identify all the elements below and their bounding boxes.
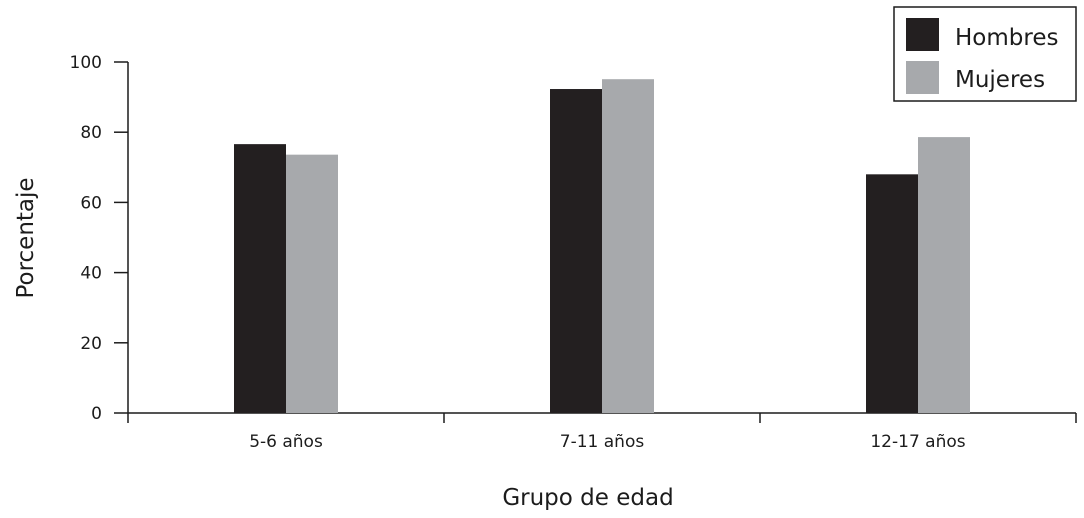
x-ticks-group: 5-6 años 7-11 años 12-17 años [127,413,1077,452]
legend-label-hombres: Hombres [955,25,1058,51]
bar-mujeres-5-6-a-os [286,154,338,413]
legend-label-mujeres: Mujeres [955,67,1045,93]
y-ticks-group: 0 20 40 60 80 100 [70,53,128,424]
legend-swatch-hombres [906,18,939,51]
y-tick-label: 20 [80,334,102,354]
y-tick-label: 60 [80,193,102,213]
bar-mujeres-12-17-a-os [918,137,970,413]
y-tick-label: 0 [91,404,102,424]
bar-hombres-5-6-a-os [234,144,286,413]
y-axis-title: Porcentaje [13,177,39,298]
x-axis-title: Grupo de edad [502,485,673,511]
y-tick-label: 80 [80,123,102,143]
x-tick-label: 5-6 años [249,432,323,452]
bar-mujeres-7-11-a-os [602,79,654,413]
y-tick-label: 40 [80,264,102,284]
legend: Hombres Mujeres [893,6,1077,102]
bar-hombres-7-11-a-os [550,89,602,413]
x-tick-label: 7-11 años [560,432,645,452]
y-tick-label: 100 [70,53,102,73]
legend-swatch-mujeres [906,61,939,94]
bar-hombres-12-17-a-os [866,174,918,413]
x-tick-label: 12-17 años [870,432,965,452]
bars-group [234,79,970,413]
